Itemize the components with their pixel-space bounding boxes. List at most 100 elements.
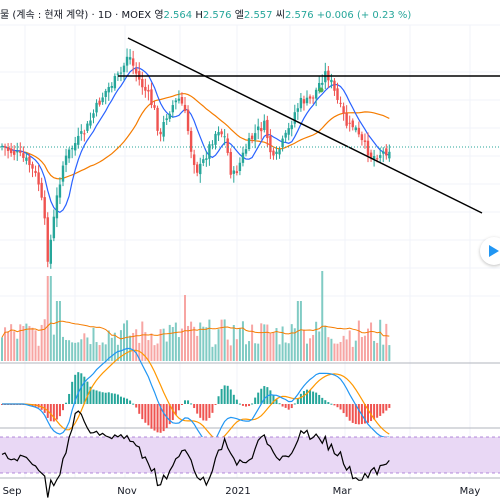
volume-bar-16 [49,276,52,361]
macd-histogram-bar-86 [263,386,266,404]
macd-histogram-bar-68 [208,404,211,418]
candle-body-23 [70,148,74,150]
candle-body-13 [40,182,43,198]
volume-bar-87 [266,324,269,361]
candle-body-57 [174,100,178,103]
volume-bar-41 [126,320,129,361]
candle-body-108 [330,79,333,83]
low-label: 엘 [234,10,244,21]
macd-histogram-bar-112 [342,404,345,414]
volume-bar-36 [110,337,113,361]
candle-body-10 [31,164,34,169]
volume-bar-4 [13,331,16,361]
volume-bar-126 [385,323,388,361]
macd-histogram-bar-35 [107,392,110,404]
macd-histogram-bar-70 [214,404,217,405]
candle-body-120 [366,140,370,156]
macd-histogram-bar-33 [101,392,104,404]
volume-bar-19 [58,301,61,361]
volume-bar-31 [95,342,98,361]
candle-body-5 [16,151,19,153]
volume-bar-82 [251,324,254,361]
volume-bar-65 [199,322,202,361]
candle-body-87 [266,119,269,139]
volume-bar-20 [62,336,64,361]
candle-body-69 [211,144,214,146]
volume-bar-90 [275,328,278,361]
volume-bar-73 [223,319,226,361]
candle-body-9 [28,156,31,166]
candle-body-15 [46,217,49,262]
volume-bar-108 [330,338,333,361]
candle-body-97 [296,108,300,112]
macd-histogram-bar-63 [193,404,196,409]
scroll-right-button[interactable] [480,237,500,265]
macd-histogram-bar-84 [257,392,260,404]
candle-body-7 [22,153,25,158]
candle-body-28 [86,123,89,131]
candle-body-114 [348,122,351,124]
volume-bar-104 [318,331,321,361]
volume-bar-13 [40,324,43,361]
volume-bar-78 [238,328,241,361]
volume-bar-23 [71,342,74,361]
macd-histogram-bar-116 [354,404,357,425]
candle-body-85 [260,128,263,132]
candle-body-102 [311,97,315,99]
macd-histogram-bar-71 [217,396,220,404]
candle-body-88 [269,135,272,153]
macd-histogram-bar-94 [287,404,290,410]
macd-histogram-bar-24 [74,374,77,404]
volume-bar-96 [293,328,296,361]
candle-body-39 [119,72,123,74]
volume-bar-100 [306,343,308,361]
macd-histogram-bar-78 [238,403,241,405]
macd-histogram-bar-27 [83,376,86,404]
candle-body-80 [244,149,248,154]
candle-body-77 [235,171,239,174]
candle-body-12 [37,172,40,185]
candle-body-62 [189,130,193,152]
macd-histogram-bar-104 [318,394,321,404]
macd-histogram-bar-45 [138,404,141,414]
volume-bar-49 [150,333,153,361]
candle-body-46 [141,79,144,88]
candle-body-86 [263,120,266,131]
volume-bar-9 [28,326,31,361]
macd-histogram-bar-79 [241,404,244,406]
macd-histogram-bar-101 [309,390,312,404]
candle-body-92 [281,138,284,148]
volume-bar-117 [357,320,360,361]
interval-label[interactable]: 1D [97,10,112,21]
candle-body-52 [159,131,162,135]
candle-body-44 [135,68,138,74]
macd-histogram-bar-77 [235,399,238,404]
candle-body-112 [342,106,345,114]
x-tick-label-3: Mar [333,486,353,497]
candle-body-66 [202,159,205,163]
volume-bar-0 [1,337,3,361]
macd-histogram-bar-19 [58,404,61,417]
volume-bar-48 [147,340,150,361]
candle-body-89 [272,150,275,156]
candle-body-81 [247,138,251,150]
macd-histogram-bar-60 [184,400,186,404]
candle-body-74 [226,138,229,153]
macd-histogram-bar-127 [388,404,391,408]
volume-bar-40 [123,323,125,361]
volume-average-line [1,320,390,340]
macd-histogram-bar-48 [147,404,150,426]
close-value: 2.576 [284,10,314,21]
macd-histogram-bar-100 [306,389,308,404]
macd-histogram-bar-36 [110,393,113,404]
macd-histogram-bar-43 [132,403,135,405]
candle-body-34 [104,90,107,97]
macd-histogram-bar-102 [312,391,315,404]
volume-bar-79 [241,321,244,361]
volume-bar-124 [379,319,382,361]
macd-histogram-bar-46 [141,404,144,420]
candle-body-109 [333,80,336,91]
candle-body-76 [232,170,235,174]
volume-bar-22 [68,340,71,361]
